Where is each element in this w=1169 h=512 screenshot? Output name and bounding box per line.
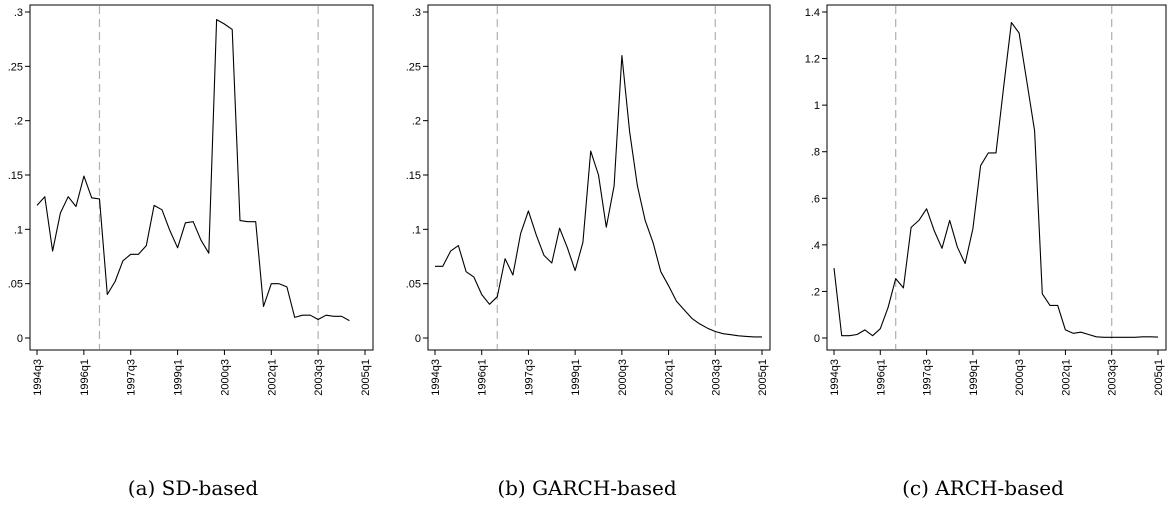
- y-tick-label: .2: [811, 286, 820, 298]
- x-tick-label: 1996q1: [875, 359, 887, 396]
- x-tick-label: 1996q1: [79, 359, 91, 396]
- x-tick-label: 1994q3: [430, 359, 442, 396]
- y-tick-label: .2: [412, 116, 421, 128]
- caption-a: (a) SD-based: [128, 476, 259, 500]
- y-tick-label: .05: [406, 279, 421, 291]
- y-tick-label: .4: [811, 240, 820, 252]
- series-line: [36, 19, 350, 322]
- x-tick-label: 1994q3: [829, 359, 841, 396]
- panel-garch-based: 0 .05 .1 .15 .2 .25 .3 1994q3 1996q1 1997q3 1999q1…: [406, 4, 771, 396]
- x-tick-label: 1996q1: [477, 359, 489, 396]
- series-line: [833, 21, 1159, 338]
- plot-frame: [826, 4, 1167, 351]
- y-tick-label: .05: [8, 279, 23, 291]
- x-tick-label: 2003q3: [1107, 359, 1119, 396]
- panel-arch-based: 0 .2 .4 .6 .8 1 1.2 1.4 1994q3 1996q1 1997q3 1999q1…: [805, 4, 1167, 396]
- x-tick-label: 2000q3: [219, 359, 231, 396]
- y-tick-label: 0: [814, 333, 820, 345]
- y-tick-label: .6: [811, 193, 820, 205]
- panel-sd-based: 0 .05 .1 .15 .2 .25 .3 1994q3 1996q1 1997q3 1999q1…: [8, 4, 374, 396]
- caption-c: (c) ARCH-based: [902, 476, 1064, 500]
- x-tick-label: 2002q1: [266, 359, 278, 396]
- caption-b: (b) GARCH-based: [497, 476, 677, 500]
- x-tick-label: 2002q1: [664, 359, 676, 396]
- y-tick-label: 1.2: [805, 54, 820, 66]
- x-tick-label: 2005q1: [757, 359, 769, 396]
- y-tick-label: .2: [14, 116, 23, 128]
- x-tick-label: 1997q3: [126, 359, 138, 396]
- y-tick-label: 1.4: [805, 7, 820, 19]
- series-line: [435, 54, 762, 338]
- x-tick-label: 1997q3: [922, 359, 934, 396]
- x-tick-label: 2000q3: [617, 359, 629, 396]
- x-tick-label: 1999q1: [173, 359, 185, 396]
- x-tick-label: 2005q1: [360, 359, 372, 396]
- y-tick-label: .25: [8, 61, 23, 73]
- y-tick-label: 0: [415, 333, 421, 345]
- x-tick-label: 2003q3: [710, 359, 722, 396]
- y-tick-label: .25: [406, 61, 421, 73]
- y-tick-label: .3: [412, 7, 421, 19]
- x-tick-label: 1994q3: [32, 359, 44, 396]
- x-tick-label: 2002q1: [1060, 359, 1072, 396]
- y-tick-label: .1: [14, 224, 23, 236]
- y-tick-label: 0: [17, 333, 23, 345]
- x-tick-label: 1999q1: [570, 359, 582, 396]
- y-tick-label: .1: [412, 224, 421, 236]
- x-tick-label: 2000q3: [1014, 359, 1026, 396]
- plot-frame: [29, 4, 374, 351]
- y-tick-label: .8: [811, 147, 820, 159]
- y-tick-label: 1: [814, 100, 820, 112]
- y-tick-label: .3: [14, 7, 23, 19]
- y-tick-label: .15: [406, 170, 421, 182]
- x-tick-label: 1997q3: [523, 359, 535, 396]
- x-tick-label: 2003q3: [313, 359, 325, 396]
- y-tick-label: .15: [8, 170, 23, 182]
- x-tick-label: 1999q1: [968, 359, 980, 396]
- x-tick-label: 2005q1: [1153, 359, 1165, 396]
